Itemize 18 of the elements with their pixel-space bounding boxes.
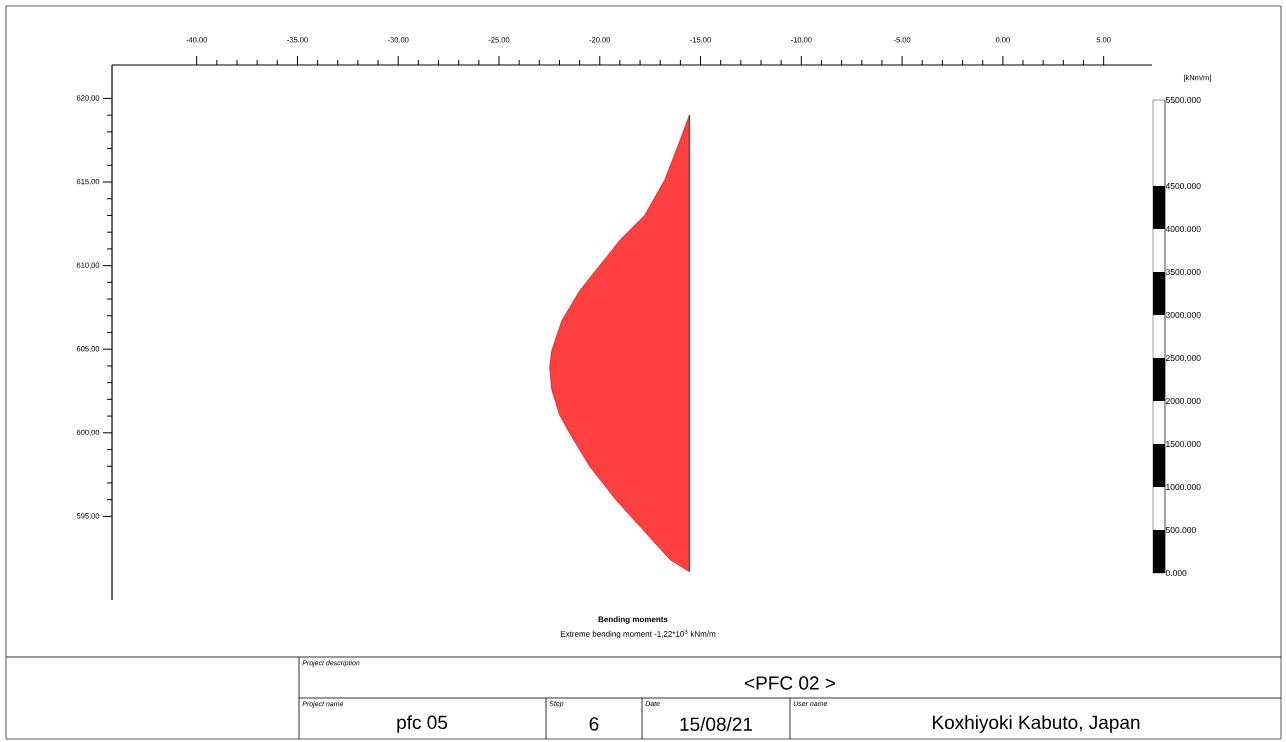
y2-tick-label: 2000.000 xyxy=(1165,397,1201,404)
text: 15/08/21 xyxy=(680,717,753,731)
text: Koxhiyoki Kabuto, Japan xyxy=(932,715,1140,733)
y2-tick-label: 2500.000 xyxy=(1165,354,1201,361)
y2-tick-label: 500.000 xyxy=(1165,526,1196,533)
text: <PFC 02 > xyxy=(745,676,835,690)
text: Bending moments xyxy=(598,616,668,624)
y2-tick-label: 4000.000 xyxy=(1165,225,1201,232)
text: pfc 05 xyxy=(397,715,448,733)
y2-tick-label: 3500.000 xyxy=(1165,268,1201,275)
y2-tick-label: 5500.000 xyxy=(1165,97,1201,103)
y2-tick-label: 0.000 xyxy=(1165,569,1187,576)
text: 6 xyxy=(589,717,599,731)
y2-tick-label: 3000.000 xyxy=(1165,311,1201,318)
text: Extreme bending moment -1,22*10$^{3}$ kNm/m xyxy=(560,629,716,639)
y2-tick-label: 4500.000 xyxy=(1165,183,1201,189)
y2-tick-label: 1500.000 xyxy=(1166,440,1201,447)
y2-tick-label: 1000.000 xyxy=(1166,483,1201,490)
